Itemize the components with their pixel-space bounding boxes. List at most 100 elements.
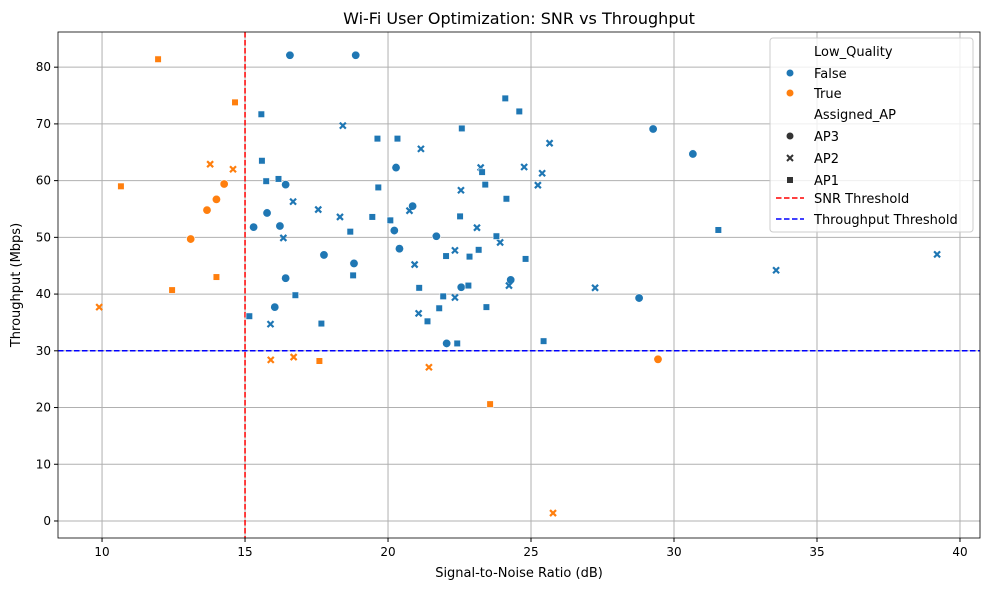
data-point-circle (351, 50, 361, 60)
x-tick-label: 20 (380, 545, 395, 559)
data-point-x (505, 281, 513, 290)
data-point-circle (391, 163, 401, 173)
data-point-x (405, 206, 414, 215)
y-axis-label: Throughput (Mbps) (9, 223, 24, 348)
data-point-x (772, 266, 780, 275)
data-point-circle (648, 124, 658, 134)
y-tick-label: 40 (36, 287, 51, 301)
x-tick-label: 10 (94, 545, 109, 559)
data-point-x (545, 139, 554, 147)
data-point-square (291, 291, 299, 299)
plot-frame (57, 31, 981, 539)
legend-marker-true (786, 89, 794, 97)
data-point-x (534, 181, 542, 189)
data-point-square (458, 124, 466, 133)
data-point-x (410, 260, 419, 269)
data-point-square (212, 273, 221, 281)
data-point-x (549, 509, 557, 517)
data-point-square (168, 286, 176, 294)
data-point-square (386, 216, 394, 224)
legend-marker-false (786, 69, 794, 77)
legend-label-ap1: AP1 (814, 174, 839, 189)
data-point-x (457, 186, 465, 195)
data-point-square (245, 312, 253, 320)
data-point-square (231, 98, 239, 106)
data-point-square (453, 339, 461, 348)
data-point-square (714, 226, 722, 234)
data-point-x (425, 363, 433, 372)
data-point-square (317, 319, 325, 328)
legend-label-false: False (814, 67, 847, 82)
data-point-square (465, 253, 474, 261)
y-tick-label: 10 (36, 457, 51, 471)
data-point-square (492, 232, 501, 240)
y-tick-label: 80 (36, 60, 51, 74)
data-point-x (591, 284, 599, 292)
data-point-x (279, 234, 288, 242)
data-point-square (521, 255, 530, 263)
data-point-x (339, 121, 347, 130)
data-point-x (336, 213, 344, 221)
data-point-square (346, 228, 354, 236)
data-point-x (289, 197, 297, 206)
data-point-square (373, 135, 382, 143)
data-point-circle (349, 258, 359, 268)
data-point-square (258, 157, 266, 165)
data-point-square (486, 400, 494, 408)
data-point-circle (456, 282, 466, 292)
y-tick-label: 70 (36, 117, 51, 131)
data-point-square (257, 110, 265, 118)
data-point-x (520, 163, 528, 171)
legend-label-ap2: AP2 (814, 152, 839, 167)
data-point-square (117, 182, 125, 190)
legend-marker-ap1 (787, 177, 793, 183)
data-point-x (417, 145, 425, 153)
legend-label-snr: SNR Threshold (814, 192, 909, 207)
data-point-circle (431, 231, 441, 241)
data-point-x (266, 356, 275, 364)
data-point-square (262, 177, 270, 185)
data-point-square (415, 284, 423, 292)
data-point-circle (270, 302, 280, 312)
data-point-x (289, 353, 298, 361)
data-point-x (496, 238, 504, 247)
data-point-x (538, 169, 546, 178)
y-tick-label: 50 (36, 230, 51, 244)
x-axis-label: Signal-to-Noise Ratio (dB) (435, 566, 603, 581)
data-point-x (451, 246, 459, 255)
data-point-circle (249, 222, 259, 232)
data-point-square (368, 213, 376, 221)
data-point-circle (285, 50, 295, 60)
data-point-square (502, 195, 511, 203)
data-point-circle (186, 234, 196, 244)
data-point-x (414, 309, 423, 318)
data-point-square (464, 281, 472, 290)
data-point-square (154, 55, 162, 63)
legend: Low_Quality False True Assigned_AP AP3 A… (769, 37, 974, 233)
data-point-circle (319, 250, 329, 260)
data-point-square (482, 303, 490, 311)
legend-marker-ap3 (786, 132, 794, 140)
y-tick-label: 30 (36, 344, 51, 358)
data-point-x (473, 223, 481, 232)
legend-box (769, 37, 974, 233)
data-point-square (442, 252, 450, 260)
data-point-square (393, 135, 402, 143)
legend-style-title: Assigned_AP (814, 108, 896, 123)
data-point-circle (281, 180, 291, 190)
data-point-square (478, 168, 486, 176)
legend-label-ap3: AP3 (814, 130, 839, 145)
data-point-circle (211, 194, 221, 204)
x-tick-label: 30 (666, 545, 681, 559)
data-point-square (475, 246, 483, 254)
data-point-circle (394, 244, 404, 254)
axis-ticks: 10 15 20 25 30 35 40 0 10 20 30 40 50 60 70 80 (36, 60, 968, 559)
x-tick-label: 35 (809, 545, 824, 559)
data-point-square (456, 212, 464, 220)
data-point-square (349, 271, 357, 279)
data-point-square (539, 337, 548, 345)
data-point-x (95, 303, 103, 311)
data-point-x (206, 160, 214, 168)
data-point-circle (281, 273, 291, 283)
